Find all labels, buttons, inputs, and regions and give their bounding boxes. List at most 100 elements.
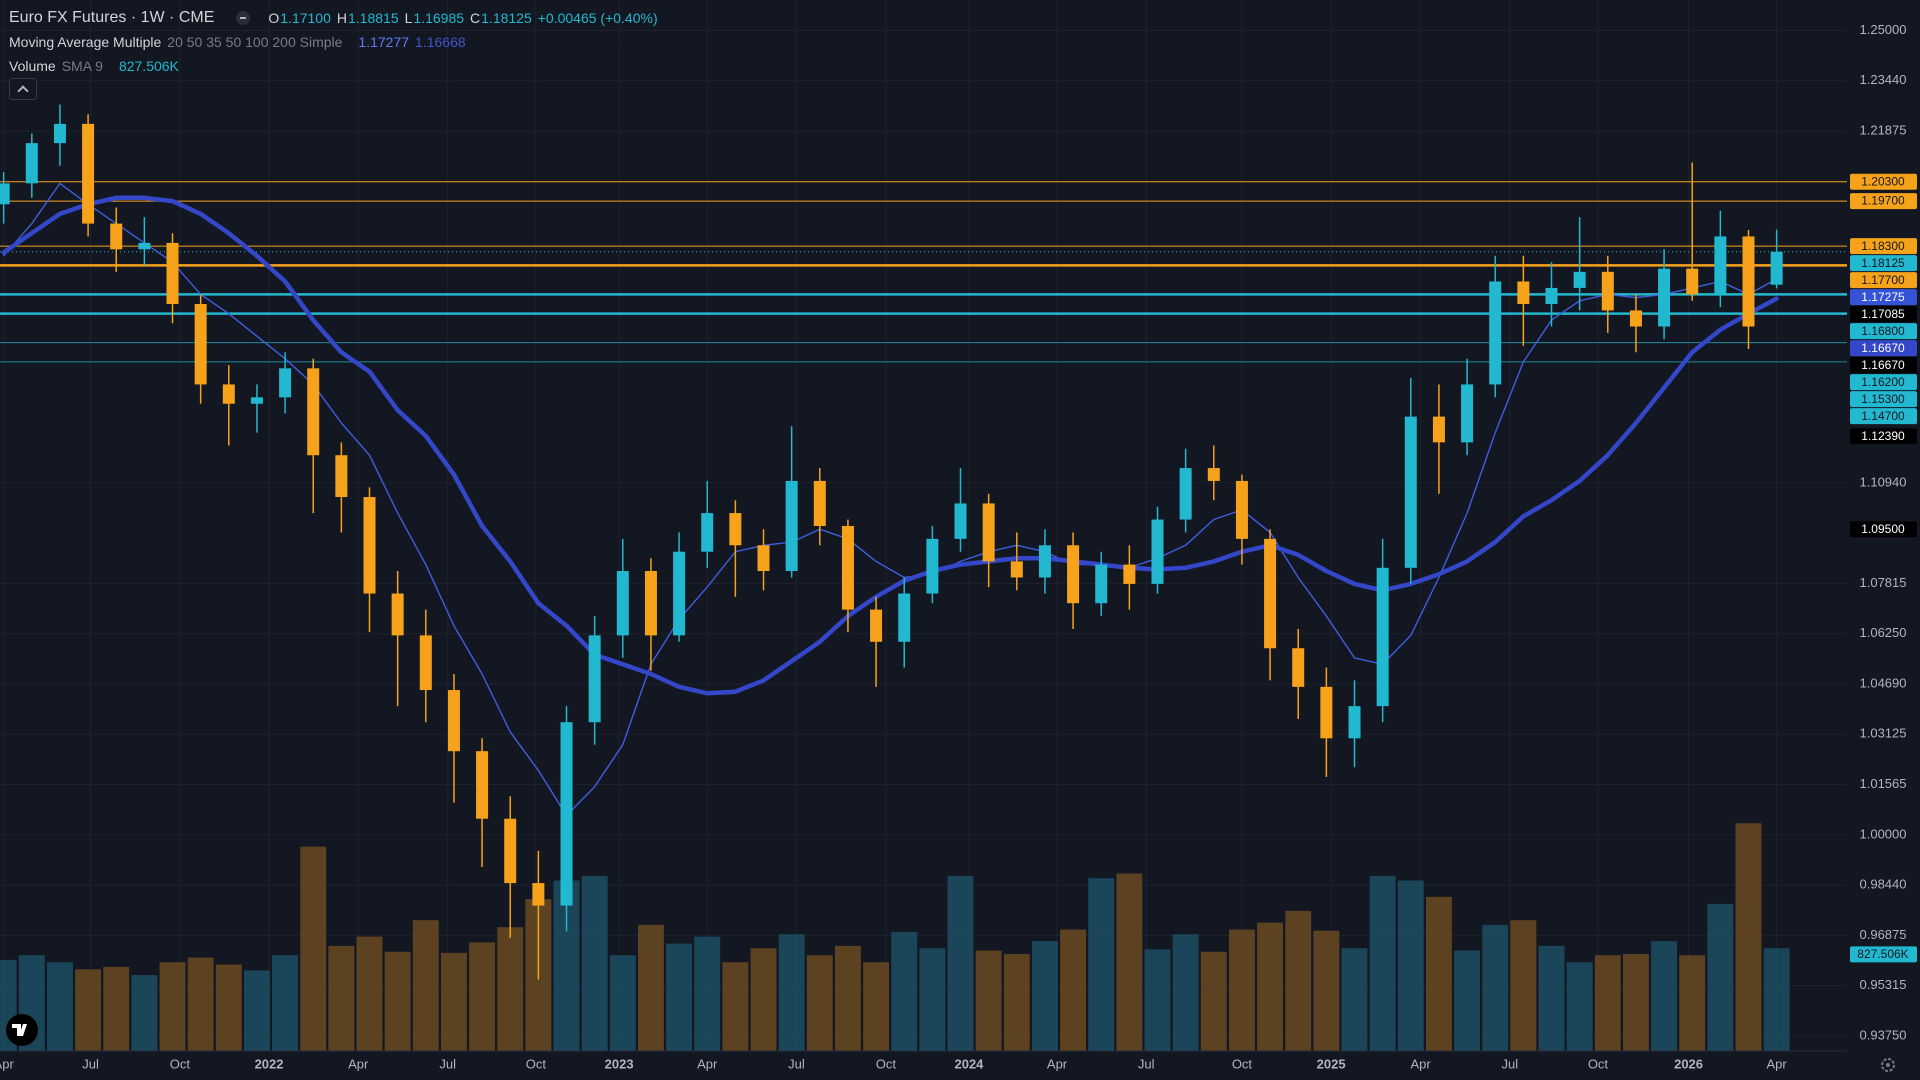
volume-label-box [1850, 946, 1917, 963]
ohlc-key: L [404, 10, 413, 26]
candle-body [476, 751, 489, 819]
candle-body [391, 593, 404, 636]
candle-body [1601, 271, 1614, 311]
price-label: 1.12390 [1850, 428, 1917, 445]
candle-body [1573, 271, 1586, 288]
y-tick-label: 1.03125 [1860, 726, 1907, 741]
volume-bar [1425, 896, 1452, 1051]
candle-body [616, 571, 629, 636]
price-label-box [1850, 255, 1917, 272]
candle-body [82, 123, 95, 224]
price-label-text: 1.16200 [1861, 375, 1905, 389]
volume-bar [1116, 873, 1143, 1051]
y-tick-label: 1.00000 [1860, 826, 1907, 841]
hide-icon[interactable] [236, 11, 251, 25]
settings-icon[interactable] [1881, 1058, 1895, 1072]
x-tick-label: Apr [0, 1056, 14, 1071]
candle-body [1714, 236, 1727, 295]
price-label-box [1850, 428, 1917, 445]
candle-body [0, 183, 10, 205]
moving-average-line [3, 182, 1778, 817]
volume-bar [384, 951, 411, 1051]
x-tick-label: 2024 [954, 1056, 984, 1071]
price-label-text: 1.18125 [1861, 256, 1905, 270]
volume-bar [609, 955, 636, 1051]
volume-bar [666, 943, 693, 1051]
settings-hub [1886, 1063, 1890, 1067]
volume-bar [1594, 955, 1621, 1051]
collapse-button[interactable] [9, 78, 37, 100]
candle-body [363, 497, 376, 594]
x-tick-label: 2026 [1674, 1056, 1703, 1071]
candle-body [785, 480, 798, 572]
volume-bar [1144, 949, 1171, 1051]
study-row: Moving Average Multiple 20 50 35 50 100 … [9, 30, 692, 54]
x-tick-label: Apr [1047, 1056, 1068, 1071]
time-axis-bg [0, 1051, 1920, 1080]
volume-bar [1285, 910, 1312, 1051]
y-tick-label: 1.06250 [1860, 625, 1907, 640]
candle-body [1432, 416, 1445, 443]
volume-bar [215, 964, 242, 1051]
legend: Euro FX Futures · 1W · CME O 1.17100 H 1.18… [9, 6, 692, 78]
x-tick-label: Oct [1232, 1056, 1253, 1071]
candle-body [898, 593, 911, 642]
study-name[interactable]: Moving Average Multiple [9, 34, 162, 50]
x-tick-label: Jul [439, 1056, 456, 1071]
price-label-box [1850, 340, 1917, 357]
x-tick-label: Oct [876, 1056, 897, 1071]
ohlc-value: 1.18815 [348, 10, 399, 26]
price-label-text: 1.16800 [1861, 324, 1905, 338]
price-label-text: 1.16670 [1861, 341, 1905, 355]
y-tick-label: 0.95315 [1860, 977, 1907, 992]
volume-bar [272, 955, 299, 1051]
y-tick-label: 0.98440 [1860, 876, 1907, 891]
symbol-title[interactable]: Euro FX Futures · 1W · CME [9, 9, 215, 26]
ohlc-key: O [268, 10, 280, 26]
volume-bar [159, 962, 186, 1051]
candle-body [194, 304, 207, 385]
price-label: 1.19700 [1850, 193, 1917, 210]
candles [0, 104, 1783, 980]
candle-body [1292, 648, 1305, 687]
price-label-box [1850, 272, 1917, 289]
candle-body [222, 384, 235, 404]
volume-name[interactable]: Volume [9, 58, 56, 74]
logo-mark [12, 1024, 27, 1036]
x-tick-label: Jul [1502, 1056, 1519, 1071]
ohlc-value: 1.18125 [481, 10, 532, 26]
candle-body [1461, 384, 1474, 443]
study-value: 1.16668 [415, 34, 466, 50]
candle-body [138, 242, 151, 250]
price-label: 1.18125 [1850, 255, 1917, 272]
volume-bar [131, 975, 158, 1051]
price-label: 1.16200 [1850, 374, 1917, 391]
candle-body [1489, 281, 1502, 385]
y-tick-label: 1.25000 [1860, 22, 1907, 37]
candle-body [982, 503, 995, 562]
candle-body [1067, 545, 1080, 604]
price-label: 1.17085 [1850, 306, 1917, 323]
candle-body [1151, 519, 1164, 584]
volume-bar [1257, 922, 1284, 1051]
y-tick-label: 1.04690 [1860, 675, 1907, 690]
price-label-box [1850, 173, 1917, 190]
volume-bar [1622, 954, 1649, 1051]
x-tick-label: Oct [170, 1056, 191, 1071]
study-value: 1.17086 [471, 34, 523, 50]
price-label: 1.17275 [1850, 289, 1917, 306]
logo[interactable] [6, 1014, 38, 1046]
candle-body [419, 635, 432, 691]
candle-body [504, 818, 517, 884]
price-label: 1.16800 [1850, 323, 1917, 340]
volume-bar [1313, 930, 1340, 1051]
volume-bar [1397, 880, 1424, 1051]
volume-bar [778, 934, 805, 1051]
volume-bars [0, 823, 1790, 1051]
y-tick-label: 1.07815 [1860, 575, 1907, 590]
candle-body [335, 455, 348, 498]
y-tick-label: 1.01565 [1860, 776, 1907, 791]
candle-body [701, 513, 714, 552]
price-label-box [1850, 289, 1917, 306]
